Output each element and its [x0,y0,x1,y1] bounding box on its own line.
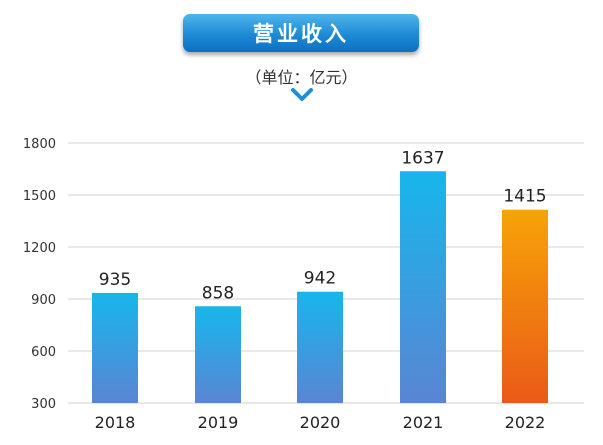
data-label: 935 [99,270,131,290]
x-tick-label: 2020 [300,413,341,432]
bar-2020 [297,291,343,403]
data-label: 1415 [503,187,546,207]
x-tick-label: 2022 [505,413,546,432]
y-axis-ticks: 300 600 900 1200 1500 1800 [23,137,56,412]
y-tick-label: 300 [31,397,56,412]
bar-2019 [195,306,241,403]
data-label: 942 [304,269,336,289]
data-label: 1637 [401,148,444,168]
bar-2021 [400,171,446,403]
y-tick-label: 1500 [23,189,56,204]
bar-2022 [502,209,548,403]
chart-title-banner: 营业收入 [183,14,419,52]
data-label: 858 [202,283,234,303]
y-tick-label: 1200 [23,241,56,256]
data-labels: 935 858 942 1637 1415 [99,148,547,303]
x-axis-ticks: 2018 2019 2020 2021 2022 [95,413,546,432]
bars [92,171,548,403]
y-tick-label: 900 [31,293,56,308]
y-tick-label: 600 [31,345,56,360]
x-tick-label: 2019 [198,413,239,432]
y-tick-label: 1800 [23,137,56,152]
chart-title: 营业收入 [253,22,349,46]
x-tick-label: 2018 [95,413,136,432]
x-tick-label: 2021 [403,413,444,432]
unit-note: （单位：亿元） [245,68,358,87]
bar-2018 [92,292,138,403]
chevron-down-icon [291,88,313,101]
